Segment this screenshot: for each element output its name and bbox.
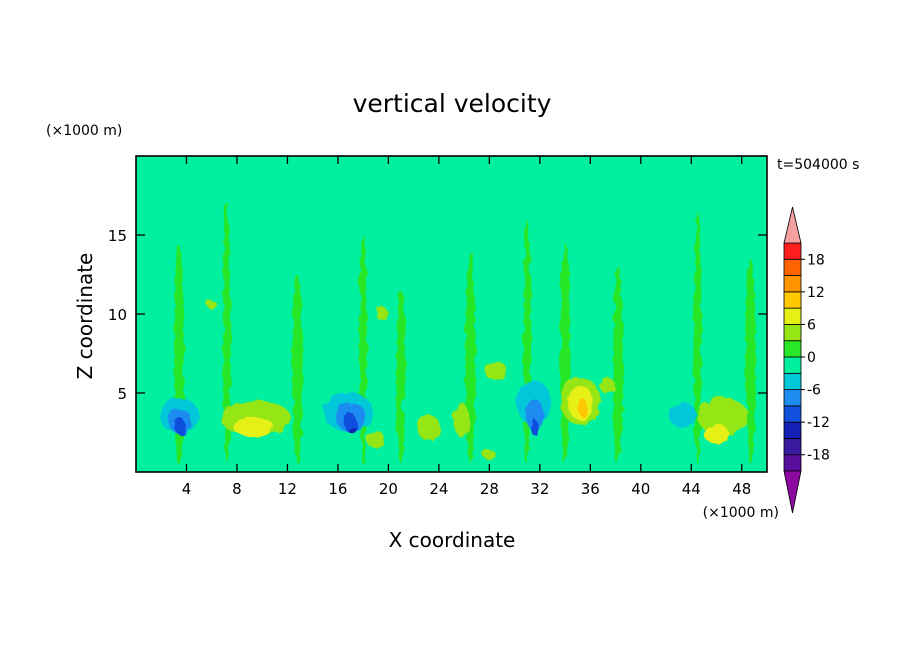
colorbar-tick-label: 18: [807, 252, 825, 268]
contour-feature-4: [395, 290, 407, 465]
colorbar-band: [783, 372, 802, 390]
colorbar-band: [783, 307, 802, 325]
x-axis-label: X coordinate: [389, 528, 516, 552]
contour-feature-24: [233, 416, 274, 438]
colorbar-band: [783, 421, 802, 439]
contour-feature-35: [483, 449, 496, 460]
colorbar-tick-label: -12: [807, 415, 830, 431]
contour-feature-2: [292, 274, 303, 465]
x-axis-ticks: 4 8 12 16 20 24 28 32 36 40 44 48: [182, 156, 751, 498]
colorbar-tick-label: 0: [807, 350, 816, 366]
colorbar-band: [783, 291, 802, 309]
colorbar-band: [783, 454, 802, 472]
colorbar-band: [783, 356, 802, 374]
x-tick-label: 44: [682, 480, 701, 498]
y-unit-label: (×1000 m): [46, 123, 122, 139]
x-tick-label: 20: [379, 480, 398, 498]
x-tick-label: 36: [581, 480, 600, 498]
x-tick-label: 8: [232, 480, 242, 498]
contour-feature-10: [745, 258, 756, 465]
contour-feature-9: [693, 211, 702, 465]
contour-feature-34: [366, 430, 385, 449]
colorbar-band: [783, 340, 802, 358]
colorbar-band: [783, 258, 802, 276]
contour-feature-8: [613, 266, 624, 465]
y-tick-label: 10: [108, 306, 127, 324]
contour-feature-1: [223, 201, 231, 463]
x-tick-label: 40: [631, 480, 650, 498]
colorbar-band: [783, 324, 802, 342]
colorbar-band: [783, 242, 802, 260]
colorbar-tick-label: -18: [807, 448, 830, 464]
contour-feature-36: [375, 307, 389, 321]
colorbar-band: [783, 405, 802, 423]
contour-feature-29: [703, 424, 730, 444]
contour-feature-19: [525, 399, 544, 431]
colorbar-tick-label: 6: [807, 317, 816, 333]
contour-feature-21: [668, 402, 697, 428]
x-unit-label: (×1000 m): [703, 505, 779, 521]
x-tick-label: 4: [182, 480, 192, 498]
contour-feature-27: [577, 399, 588, 417]
contour-feature-13: [174, 418, 186, 435]
colorbar-band: [783, 438, 802, 456]
contour-feature-33: [599, 377, 615, 393]
colorbar-band: [783, 389, 802, 407]
contour-feature-22: [401, 396, 427, 417]
x-tick-label: 24: [429, 480, 448, 498]
contour-feature-37: [207, 299, 217, 310]
contour-feature-20: [531, 419, 539, 436]
contour-field: [136, 156, 767, 472]
colorbar-band: [783, 275, 802, 293]
time-label: t=504000 s: [777, 157, 859, 173]
x-tick-label: 48: [732, 480, 751, 498]
contour-feature-7: [560, 242, 571, 465]
chart-title: vertical velocity: [353, 89, 552, 118]
contour-feature-31: [454, 402, 470, 438]
colorbar: 18 12 6 0 -6 -12 -18: [783, 206, 830, 514]
y-axis-ticks: 5 10 15: [108, 227, 767, 403]
colorbar-tick-label: -6: [807, 383, 821, 399]
colorbar-over-arrow: [783, 206, 802, 244]
contour-feature-30: [417, 415, 441, 441]
x-tick-label: 12: [278, 480, 297, 498]
y-tick-label: 15: [108, 227, 127, 245]
contour-feature-3: [359, 234, 367, 465]
contour-feature-32: [484, 361, 508, 381]
x-tick-label: 16: [328, 480, 347, 498]
x-tick-label: 28: [480, 480, 499, 498]
contour-feature-17: [348, 426, 355, 435]
x-tick-label: 32: [530, 480, 549, 498]
colorbar-tick-label: 12: [807, 285, 825, 301]
y-tick-label: 5: [117, 385, 127, 403]
colorbar-under-arrow: [783, 470, 802, 514]
y-axis-label: Z coordinate: [73, 253, 97, 380]
